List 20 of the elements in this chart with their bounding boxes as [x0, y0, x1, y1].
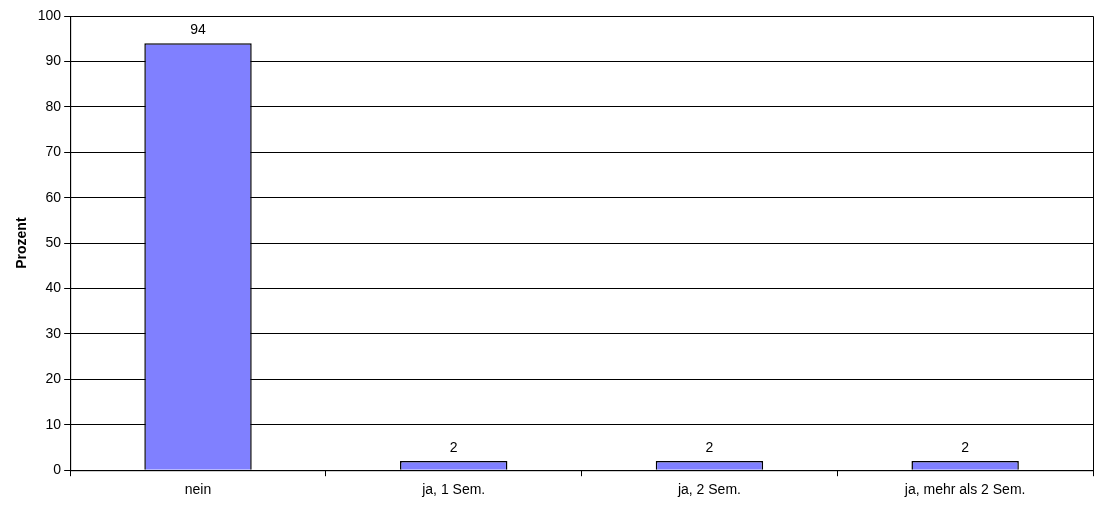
data-label: 2: [449, 438, 458, 455]
y-tick-label: 20: [45, 370, 62, 387]
y-tick-label: 0: [53, 461, 62, 478]
x-tick-label: ja, 2 Sem.: [676, 481, 741, 498]
x-tick-label: ja, mehr als 2 Sem.: [903, 481, 1026, 498]
y-tick-label: 10: [45, 415, 62, 432]
y-tick-label: 80: [45, 97, 62, 114]
y-tick-label: 90: [45, 52, 62, 69]
data-label: 94: [190, 21, 207, 38]
y-tick-label: 40: [45, 279, 62, 296]
y-tick-label: 60: [45, 188, 62, 205]
y-tick-label: 30: [45, 324, 62, 341]
data-label: 2: [705, 438, 714, 455]
x-tick-label: ja, 1 Sem.: [421, 481, 486, 498]
y-tick-label: 50: [45, 233, 62, 250]
y-tick-label: 100: [37, 6, 62, 23]
y-axis-title: Prozent: [13, 217, 30, 269]
x-tick-label: nein: [184, 481, 212, 498]
y-tick-label: 70: [45, 143, 62, 160]
data-label: 2: [961, 438, 970, 455]
